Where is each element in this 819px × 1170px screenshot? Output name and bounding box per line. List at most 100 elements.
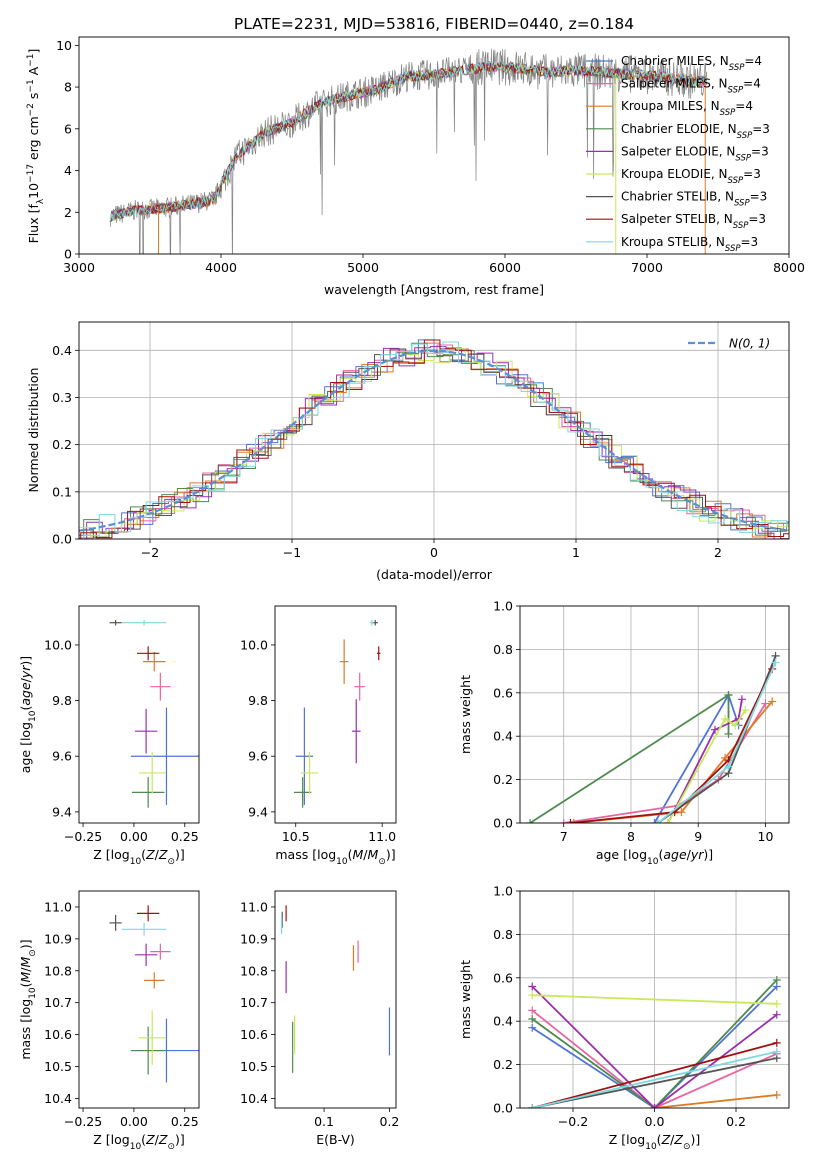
x-tick-label: −0.25 — [64, 829, 102, 844]
legend-text: N(0, 1) — [729, 337, 770, 351]
weight-marker — [772, 975, 781, 984]
legend-text: Chabrier ELODIE, N — [621, 122, 737, 136]
x-tick-label: 10.5 — [282, 829, 310, 844]
label-part: ] — [26, 49, 41, 54]
model-spectrum-line — [109, 60, 708, 222]
label-part: ⊙ — [28, 949, 38, 957]
x-tick-label: 0 — [430, 545, 438, 560]
weight-line — [654, 1094, 777, 1108]
legend-text: Salpeter STELIB, N — [621, 212, 733, 226]
x-tick-label: 0.0 — [645, 1114, 665, 1129]
label-part: 10 — [336, 857, 348, 867]
plot-area — [79, 339, 789, 539]
y-tick-label: 11.0 — [44, 899, 72, 914]
label-part: age — [18, 682, 33, 706]
label-part: A — [26, 66, 41, 79]
legend-entry: Salpeter ELODIE, NSSP=3 — [621, 144, 769, 163]
label-part: log — [111, 1132, 130, 1147]
label-part: / — [670, 1132, 675, 1147]
x-axis-label: Z [log10(Z/Z⊙)] — [93, 1132, 185, 1152]
y-tick-label: 9.8 — [248, 693, 268, 708]
x-axis-label: (data-model)/error — [376, 567, 493, 582]
weight-marker — [772, 1090, 781, 1099]
weight-line — [532, 994, 777, 1005]
weight-line — [653, 692, 740, 823]
label-part: age — [663, 847, 687, 862]
panel-spectrum: 3000 4000 5000 6000 7000 8000 0 2 4 6 8 10 Chabrier … — [26, 36, 805, 297]
label-part: −2 — [26, 103, 36, 116]
y-tick-label: 9.4 — [248, 804, 268, 819]
legend-tail: =3 — [741, 235, 759, 249]
weight-marker — [653, 819, 662, 823]
label-part: / — [18, 677, 33, 682]
label-part: ⊙ — [167, 1142, 175, 1152]
x-tick-label: 8 — [627, 829, 635, 844]
weight-line — [573, 700, 773, 823]
y-tick-label: 0.2 — [52, 437, 72, 452]
label-part: λ — [36, 198, 46, 204]
y-tick-label: 1.0 — [493, 599, 513, 614]
weight-marker — [526, 819, 535, 823]
weight-marker — [650, 819, 659, 823]
legend-sub: SSP — [737, 131, 753, 141]
label-part: )] — [386, 847, 396, 862]
label-part: M — [18, 972, 33, 983]
label-part: / — [155, 847, 160, 862]
legend-entry: Kroupa STELIB, NSSP=3 — [621, 235, 758, 254]
label-part: mass [ — [275, 847, 317, 862]
weight-marker — [528, 1104, 537, 1108]
label-part: ⊙ — [683, 1142, 691, 1152]
plot-area — [528, 975, 781, 1108]
label-part: log — [626, 1132, 645, 1147]
weight-marker — [761, 699, 770, 708]
weight-marker — [663, 819, 672, 823]
x-tick-label: 11.0 — [368, 829, 396, 844]
label-part: Z — [661, 1132, 671, 1147]
panel-mass-vs-Z: −0.25 0.00 0.25 10.4 10.5 10.6 10.7 10.8 10.9 11.… — [18, 890, 200, 1152]
weight-marker — [677, 808, 686, 817]
x-tick-label: 8000 — [773, 260, 805, 275]
weight-marker — [528, 1023, 537, 1032]
y-tick-label: 10.0 — [240, 637, 268, 652]
label-part: Z — [158, 847, 168, 862]
label-part: Z — [145, 847, 155, 862]
y-tick-label: 0.2 — [493, 772, 513, 787]
legend-tail: =3 — [751, 144, 769, 158]
axes-frame — [78, 605, 200, 824]
legend-entry: N(0, 1) — [729, 337, 770, 351]
label-part: log — [18, 722, 33, 741]
legend-entry: Kroupa MILES, NSSP=4 — [621, 99, 753, 118]
y-tick-label: 9.6 — [52, 749, 72, 764]
weight-marker — [731, 721, 740, 730]
spectrum-data-line — [109, 48, 707, 254]
x-axis-label: E(B-V) — [316, 1132, 355, 1147]
residual-histogram — [79, 339, 789, 539]
label-part: / — [155, 1132, 160, 1147]
weight-line — [531, 1050, 778, 1108]
weight-marker — [724, 730, 733, 739]
label-part: M — [18, 956, 33, 967]
x-axis-label: mass [log10(M/M⊙)] — [275, 847, 395, 867]
y-tick-label: 0.4 — [52, 343, 72, 358]
x-tick-label: 7000 — [631, 260, 663, 275]
label-part: ( — [658, 847, 663, 862]
weight-marker — [737, 695, 746, 704]
legend-entry: Chabrier STELIB, NSSP=3 — [621, 190, 767, 209]
panel-age-vs-Z: −0.25 0.00 0.259.49.69.810.0Z [log10(Z/Z⊙)… — [18, 605, 200, 867]
x-axis-label: Z [log10(Z/Z⊙)] — [609, 1132, 701, 1152]
y-tick-label: 10.7 — [240, 995, 268, 1010]
weight-line — [532, 1057, 777, 1108]
y-tick-label: 10.7 — [44, 995, 72, 1010]
x-tick-label: 0.1 — [314, 1114, 334, 1129]
label-part: )] — [703, 847, 713, 862]
plot-area — [294, 619, 381, 808]
weight-marker — [724, 762, 733, 771]
label-part: Z [ — [93, 847, 110, 862]
legend-entry: Salpeter STELIB, NSSP=3 — [621, 212, 766, 231]
x-tick-label: 0.00 — [120, 829, 148, 844]
y-tick-label: 2 — [64, 205, 72, 220]
label-part: ( — [348, 847, 353, 862]
x-tick-label: 3000 — [63, 260, 95, 275]
x-tick-label: 10 — [758, 829, 774, 844]
legend-text: Kroupa ELODIE, N — [621, 167, 728, 181]
